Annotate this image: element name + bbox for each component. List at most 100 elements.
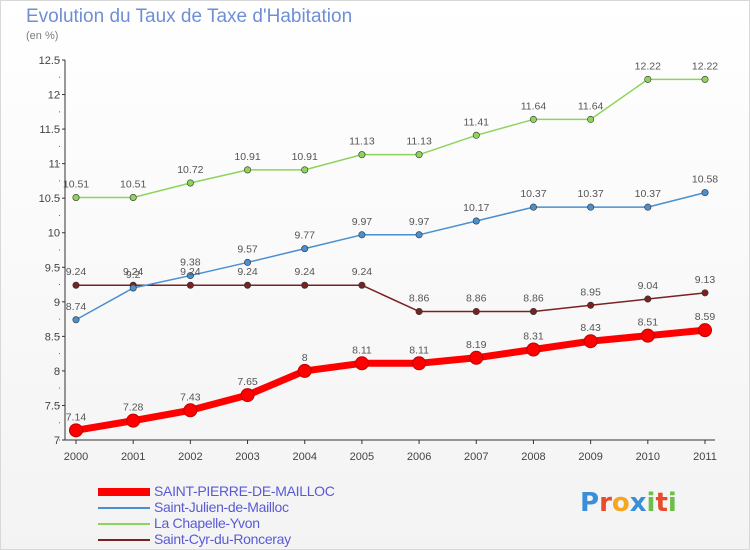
legend-swatch [98, 523, 150, 525]
data-label: 8.51 [638, 317, 659, 329]
data-point [301, 281, 309, 289]
x-tick-label: 2004 [292, 451, 316, 463]
data-label: 9.24 [352, 266, 373, 278]
logo-letter: i [646, 488, 656, 518]
data-label: 8.19 [466, 339, 487, 351]
x-tick-label: 2006 [407, 451, 431, 463]
proxiti-logo: Proxiti [580, 488, 677, 518]
x-tick-label: 2002 [178, 451, 202, 463]
y-tick-label: 10.5 [39, 193, 60, 205]
legend-swatch [98, 507, 150, 509]
legend-label: La Chapelle-Yvon [154, 515, 260, 531]
legend-swatch [98, 488, 150, 496]
data-label: 9.04 [638, 280, 659, 292]
data-point [469, 350, 484, 365]
data-label: 8.43 [580, 322, 601, 334]
data-point [358, 231, 366, 239]
data-label: 12.22 [635, 60, 661, 72]
data-label: 10.91 [234, 151, 260, 163]
data-label: 10.58 [692, 174, 718, 186]
legend-label: SAINT-PIERRE-DE-MAILLOC [154, 483, 335, 499]
data-point [129, 193, 137, 201]
data-label: 7.65 [237, 376, 258, 388]
logo-letter: o [611, 488, 630, 518]
data-label: 8.59 [695, 311, 716, 323]
logo-letter: i [667, 488, 677, 518]
y-tick-label: 12 [48, 90, 60, 102]
logo-letter: x [629, 488, 647, 518]
y-tick-label: 8.5 [45, 331, 60, 343]
data-label: 8.11 [352, 344, 372, 356]
data-point [358, 151, 366, 159]
series-line-2 [75, 78, 706, 199]
x-tick-label: 2005 [350, 451, 374, 463]
data-point [240, 388, 255, 403]
data-label: 8.11 [409, 344, 429, 356]
data-point [72, 281, 80, 289]
data-point [587, 115, 595, 123]
data-label: 7.43 [180, 391, 201, 403]
data-point [358, 281, 366, 289]
data-label: 11.64 [521, 100, 547, 112]
logo-letter: P [580, 488, 600, 518]
data-point [526, 342, 541, 357]
x-tick-label: 2007 [464, 451, 488, 463]
x-tick-label: 2000 [64, 451, 88, 463]
x-tick-label: 2008 [521, 451, 545, 463]
data-label: 8.31 [523, 330, 544, 342]
data-label: 9.24 [295, 266, 316, 278]
data-point [183, 403, 198, 418]
data-point [415, 151, 423, 159]
data-label: 10.37 [577, 188, 603, 200]
y-tick-label: 8 [54, 366, 60, 378]
x-tick-label: 2009 [578, 451, 602, 463]
data-label: 11.41 [464, 116, 490, 128]
y-tick-label: 11.5 [39, 124, 60, 136]
data-label: 9.97 [409, 216, 430, 228]
data-label: 8.86 [523, 292, 544, 304]
data-point [129, 284, 137, 292]
data-label: 9.97 [352, 216, 373, 228]
y-tick-label: 7 [54, 435, 60, 447]
data-label: 8.86 [409, 292, 430, 304]
data-point [244, 166, 252, 174]
series-line-0 [72, 326, 709, 434]
chart-title: Evolution du Taux de Taxe d'Habitation [26, 6, 353, 27]
data-point [301, 245, 309, 253]
data-label: 8.86 [466, 292, 487, 304]
series-line-1 [75, 191, 706, 321]
data-point [186, 179, 194, 187]
data-label: 11.13 [349, 136, 375, 148]
x-tick-label: 2003 [235, 451, 259, 463]
data-label: 11.64 [578, 100, 604, 112]
y-tick-label: 7.5 [45, 400, 60, 412]
data-label: 9.38 [180, 257, 201, 269]
data-point [472, 217, 480, 225]
data-label: 8 [302, 352, 308, 364]
data-point [72, 193, 80, 201]
data-label: 10.91 [292, 151, 318, 163]
data-label: 9.24 [123, 266, 144, 278]
data-label: 11.13 [406, 136, 432, 148]
data-label: 9.57 [237, 243, 258, 255]
y-tick-label: 10 [48, 228, 60, 240]
data-label: 10.51 [120, 178, 146, 190]
y-tick-label: 9.5 [45, 262, 60, 274]
data-point [529, 307, 537, 315]
logo-letter: r [599, 488, 612, 518]
data-point [472, 307, 480, 315]
data-point [583, 334, 598, 349]
data-point [126, 413, 141, 428]
data-label: 10.72 [177, 164, 203, 176]
data-point [415, 307, 423, 315]
data-label: 12.22 [692, 60, 718, 72]
x-tick-label: 2010 [636, 451, 660, 463]
data-label: 10.37 [635, 188, 661, 200]
data-point [186, 281, 194, 289]
data-point [701, 289, 709, 297]
data-label: 7.28 [123, 402, 144, 414]
data-label: 9.24 [180, 266, 201, 278]
data-point [244, 281, 252, 289]
